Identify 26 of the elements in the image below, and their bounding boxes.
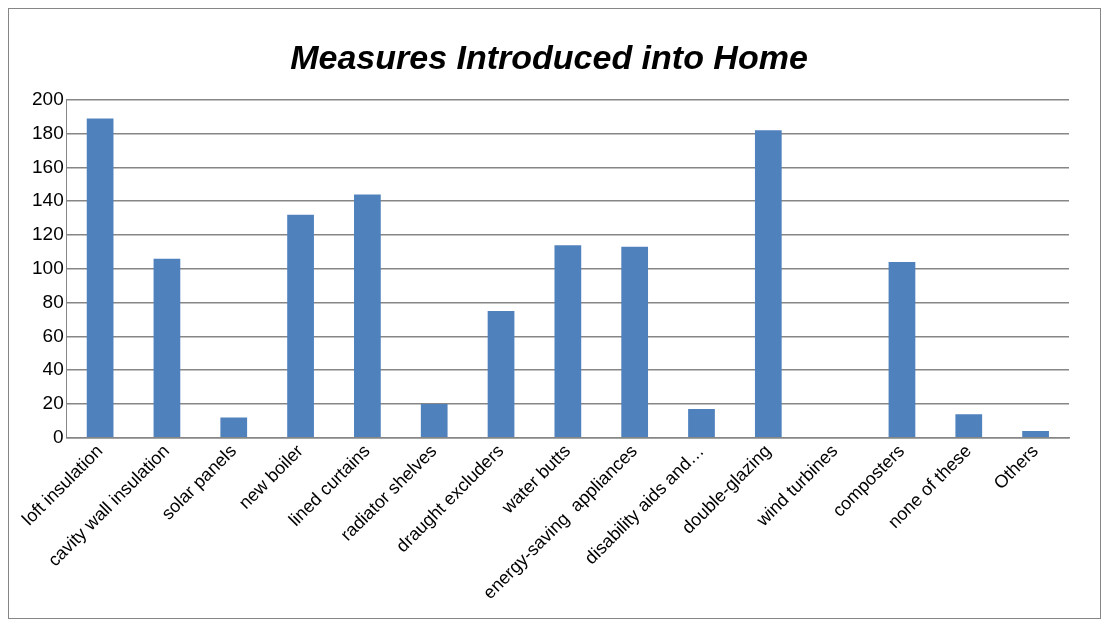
bar <box>621 246 649 438</box>
bar <box>220 417 248 438</box>
y-tick-label: 160 <box>32 155 64 177</box>
y-tick-label: 100 <box>32 257 64 279</box>
y-tick-label: 0 <box>53 426 64 448</box>
y-tick-label: 40 <box>42 358 64 380</box>
bar <box>955 414 983 438</box>
bar <box>86 118 114 438</box>
y-tick-label: 140 <box>32 189 64 211</box>
y-tick-label: 120 <box>32 223 64 245</box>
bar <box>554 245 582 438</box>
chart-title: Measures Introduced into Home <box>290 37 808 76</box>
bar <box>420 404 448 438</box>
y-tick-label: 200 <box>32 88 64 110</box>
y-tick-label: 60 <box>42 324 64 346</box>
bar <box>1022 431 1049 438</box>
y-tick-label: 180 <box>32 121 64 143</box>
y-tick-label: 20 <box>42 392 64 414</box>
y-tick-label: 80 <box>42 290 64 312</box>
bar <box>888 262 916 438</box>
bar <box>688 409 715 438</box>
bar <box>153 258 181 438</box>
bar <box>354 194 381 438</box>
bar <box>487 311 515 438</box>
bar <box>287 214 314 438</box>
bar <box>754 130 782 438</box>
